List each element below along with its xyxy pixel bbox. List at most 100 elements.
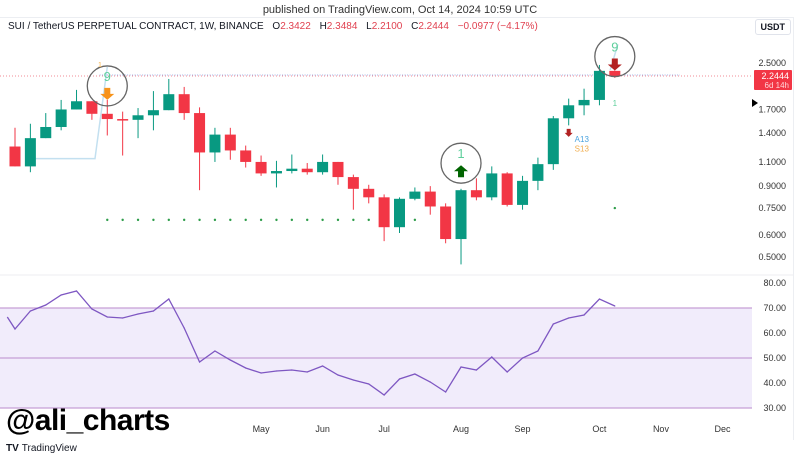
candle-body (578, 99, 590, 106)
rsi-point (214, 350, 216, 352)
support-dot (106, 218, 109, 222)
price-axis-label: 2.5000 (758, 58, 786, 68)
candle-body (270, 171, 282, 174)
candle-body (409, 191, 421, 199)
support-dot (413, 218, 417, 222)
candle-body (547, 118, 559, 165)
rsi-point (368, 383, 370, 385)
support-dot (352, 218, 355, 222)
rsi-point (60, 294, 62, 296)
rsi-point (475, 369, 477, 371)
support-dot (306, 218, 309, 222)
rsi-point (398, 378, 401, 380)
arrow-down-icon (564, 128, 573, 137)
td-line (30, 66, 109, 160)
td-count-label: 9 (611, 40, 618, 55)
support-dot (259, 218, 263, 222)
rsi-point (91, 308, 93, 310)
rsi-point (491, 356, 493, 358)
high-value: 2.3484 (326, 21, 358, 32)
support-dot (121, 218, 124, 222)
support-dot (613, 206, 617, 210)
rsi-point (245, 367, 247, 369)
td-count-label: 1 (613, 99, 618, 108)
support-dot (336, 218, 340, 222)
price-axis-label: 1.1000 (758, 157, 786, 167)
support-dot (290, 218, 294, 222)
rsi-point (45, 304, 47, 306)
rsi-axis-label: 70.00 (763, 303, 786, 313)
rsi-point (521, 357, 524, 359)
candle-body (347, 177, 359, 189)
arrow-up-icon (454, 165, 469, 178)
signal-circle (594, 35, 636, 78)
open-label: O (272, 21, 281, 32)
rsi-point (275, 370, 278, 372)
arrow-down-icon (607, 58, 622, 71)
support-dot (213, 218, 217, 222)
signal-circle (86, 65, 128, 107)
rsi-point (352, 379, 354, 381)
published-caption: published on TradingView.com, Oct 14, 20… (262, 4, 538, 16)
rsi-axis-label: 50.00 (763, 353, 786, 363)
candle-body (101, 113, 113, 120)
close-value: 2.2444 (418, 21, 449, 32)
td-countdown-label: A13 (575, 135, 590, 144)
rsi-point (198, 361, 201, 363)
candle-body (470, 190, 482, 198)
candle-body (286, 168, 298, 172)
rsi-point (429, 381, 431, 383)
rsi-point (137, 313, 139, 315)
candle-body (455, 190, 467, 240)
bar-countdown: 6d 14h (765, 81, 789, 90)
tradingview-logo-icon: TV (6, 443, 19, 454)
rsi-point (337, 374, 339, 376)
tradingview-footer[interactable]: TV TradingView (6, 443, 77, 454)
support-dot (136, 218, 140, 222)
rsi-point (614, 305, 616, 307)
rsi-point (598, 298, 601, 300)
rsi-point (183, 327, 185, 329)
price-axis-label: 1.7000 (758, 104, 786, 114)
candle-body (194, 113, 206, 153)
cursor-arrow-icon (752, 99, 758, 107)
candle-body (240, 150, 252, 162)
candle-body (486, 173, 498, 198)
rsi-point (306, 371, 308, 373)
last-price-tag (754, 69, 792, 90)
candle-body (224, 134, 236, 151)
candle-body (363, 188, 375, 198)
candle-body (394, 198, 405, 228)
rsi-point (75, 290, 78, 292)
candle-body (40, 126, 52, 139)
candle-body (563, 105, 575, 119)
price-axis-label: 0.5000 (758, 252, 786, 262)
price-axis-label: 0.9000 (758, 181, 786, 191)
rsi-axis-label: 80.00 (763, 278, 786, 288)
rsi-point (291, 369, 293, 371)
candle-body (532, 164, 544, 181)
rsi-point (460, 366, 462, 368)
high-label: H (319, 21, 327, 32)
time-axis-label: Aug (453, 424, 469, 434)
rsi-point (260, 372, 262, 374)
symbol-title[interactable]: SUI / TetherUS PERPETUAL CONTRACT, 1W, B… (8, 21, 264, 32)
symbol-header: SUI / TetherUS PERPETUAL CONTRACT, 1W, B… (8, 21, 538, 32)
low-value: 2.2100 (371, 21, 403, 32)
rsi-point (152, 310, 155, 312)
rsi-point (106, 316, 108, 318)
candle-body (424, 191, 436, 207)
price-axis-label: 0.7500 (758, 203, 786, 213)
rsi-point (168, 298, 170, 300)
last-price-value: 2.2444 (761, 71, 789, 81)
rsi-point (383, 394, 385, 396)
rsi-point (537, 350, 539, 352)
support-dot (367, 218, 370, 222)
footer-brand: TradingView (21, 443, 77, 454)
support-dot (321, 218, 324, 222)
candle-body (9, 146, 21, 167)
candle-body (71, 101, 83, 110)
currency-button[interactable]: USDT (754, 19, 791, 35)
rsi-point (229, 359, 231, 361)
